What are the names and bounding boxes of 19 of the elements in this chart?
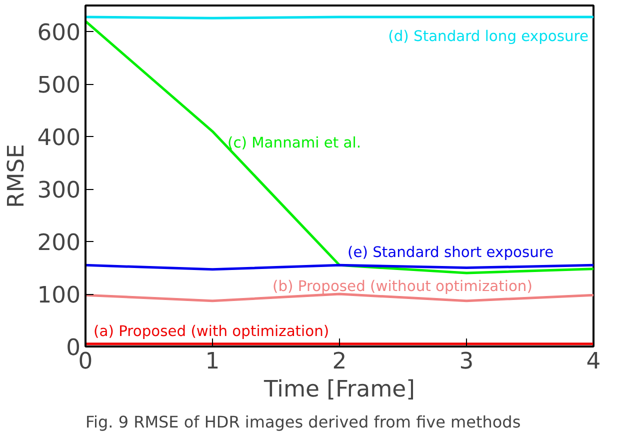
series-label: (a) Proposed (with optimization) — [94, 322, 330, 340]
series-label: (c) Mannami et al. — [228, 134, 361, 152]
x-tick-label: 1 — [205, 348, 220, 374]
y-tick-label: 500 — [37, 72, 81, 99]
series-label: (e) Standard short exposure — [348, 244, 554, 262]
x-tick-label: 3 — [459, 348, 474, 374]
y-tick-label: 100 — [37, 282, 81, 309]
y-axis-title: RMSE — [3, 144, 30, 208]
series-label: (b) Proposed (without optimization) — [272, 278, 532, 295]
y-tick-label: 400 — [37, 125, 81, 152]
series-label: (d) Standard long exposure — [388, 28, 589, 46]
y-tick-label: 200 — [37, 230, 81, 256]
x-axis-title: Time [Frame] — [263, 376, 415, 402]
caption: Fig. 9 RMSE of HDR images derived from five methods — [86, 412, 521, 432]
y-tick-label: 600 — [37, 20, 81, 46]
y-tick-label: 300 — [37, 178, 81, 204]
line-series — [86, 20, 594, 274]
x-tick-label: 2 — [332, 348, 347, 374]
x-tick-label: 4 — [586, 348, 601, 374]
